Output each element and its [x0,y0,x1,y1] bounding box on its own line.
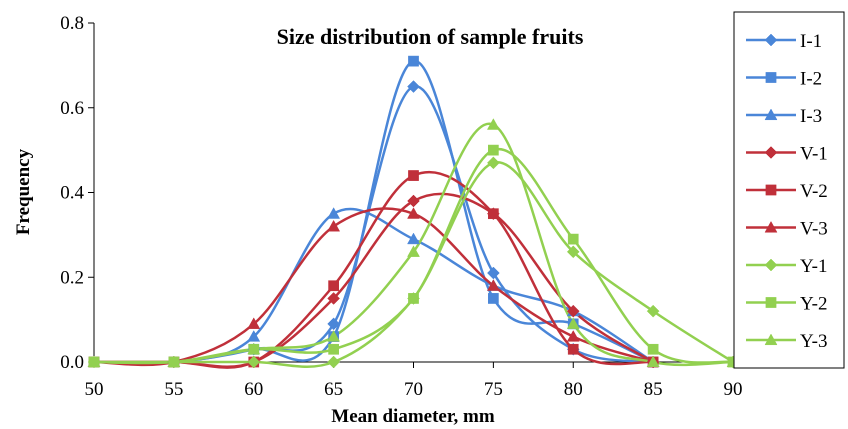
legend-swatch-marker [764,108,778,121]
legend-item-y-1: Y-1 [746,256,827,277]
legend-swatch-marker [764,333,778,346]
data-point-y-3 [167,355,181,368]
data-point-y-1 [327,355,340,369]
legend-item-i-2: I-2 [746,69,822,90]
data-point-y-3 [327,330,341,342]
series-lines [93,59,734,369]
legend-item-y-2: Y-2 [746,294,827,315]
y-tick-label: 0.6 [60,98,84,119]
legend-swatch-marker [764,220,778,233]
data-point-y-3 [407,245,420,257]
series-line-v-2 [93,170,654,369]
legend-item-v-1: V-1 [746,144,828,165]
x-tick-label: 80 [564,379,583,400]
legend-label: I-2 [800,69,822,90]
y-axis-label: Frequency [13,148,34,235]
legend-item-v-3: V-3 [746,219,828,240]
legend-label: V-2 [800,181,828,202]
data-point-y-2 [408,293,419,304]
legend-label: V-3 [800,219,828,240]
data-point-y-1 [646,304,660,318]
data-point-i-2 [488,293,499,304]
data-point-v-2 [567,343,579,355]
data-point-y-3 [566,317,580,329]
series-line-y-3 [93,122,734,367]
data-point-i-3 [407,232,420,245]
legend-item-v-2: V-2 [746,181,828,202]
data-point-v-2 [488,208,499,220]
data-point-y-2 [567,233,579,245]
data-point-i-3 [247,330,261,342]
data-point-v-1 [566,304,580,318]
legend-swatch-marker [764,146,778,159]
legend-item-i-1: I-1 [746,31,822,52]
data-point-y-3 [486,118,500,130]
data-point-v-2 [408,170,419,181]
chart-title: Size distribution of sample fruits [277,24,584,49]
legend-label: Y-3 [800,331,827,352]
data-point-y-3 [87,355,101,368]
data-point-y-3 [247,342,261,355]
data-point-v-1 [327,292,340,305]
data-point-i-1 [327,317,340,331]
data-point-i-1 [407,80,420,93]
plot-area: 0.0 0.2 0.4 0.6 0.8 50 55 60 65 70 75 80 85 90 [60,13,742,400]
data-point-y-3 [646,355,660,368]
data-point-i-3 [327,207,341,219]
data-point-v-3 [566,330,580,342]
y-tick-label: 0.8 [60,13,84,34]
data-point-i-1 [487,266,500,280]
legend: I-1 I-2 I-3 V-1 V-2 V-3 Y-1 Y-2 Y-3 [733,11,845,369]
data-point-v-3 [486,279,500,291]
legend-label: I-3 [800,106,822,127]
data-point-v-3 [327,219,341,232]
legend-swatch-marker [764,258,778,272]
data-point-v-3 [407,207,420,219]
data-point-y-2 [488,144,499,156]
legend-label: V-1 [800,144,828,165]
legend-label: I-1 [800,31,822,52]
data-point-v-3 [247,317,261,329]
legend-item-y-3: Y-3 [746,331,827,352]
x-tick-label: 50 [85,379,104,400]
legend-swatch-marker [765,72,777,83]
data-point-y-1 [247,355,261,369]
x-tick-label: 85 [644,379,663,400]
y-tick-label: 0.0 [60,352,84,373]
x-tick-label: 55 [164,379,183,400]
x-tick-label: 60 [244,379,263,400]
x-tick-label: 70 [404,379,423,400]
data-point-y-2 [647,343,659,355]
x-tick-label: 90 [724,379,743,400]
y-axis-ticks: 0.0 0.2 0.4 0.6 0.8 [60,13,94,373]
legend-label: Y-2 [800,294,827,315]
x-axis-label: Mean diameter, mm [331,406,495,427]
series-line-v-3 [93,207,654,367]
legend-item-i-3: I-3 [746,106,822,127]
legend-label: Y-1 [800,256,827,277]
data-point-y-1 [566,245,580,259]
y-tick-label: 0.2 [60,267,84,288]
legend-items: I-1 I-2 I-3 V-1 V-2 V-3 Y-1 Y-2 Y-3 [746,31,828,352]
legend-swatch-marker [764,33,778,47]
data-point-y-1 [487,156,500,170]
data-point-y-2 [328,343,339,355]
data-point-i-2 [408,55,419,67]
x-axis-ticks: 50 55 60 65 70 75 80 85 90 [85,362,743,400]
legend-swatch-marker [765,184,777,196]
series-line-y-1 [93,161,734,368]
series-markers [87,55,740,369]
legend-swatch-marker [765,297,777,308]
y-tick-label: 0.4 [60,183,84,204]
data-point-v-2 [328,280,339,292]
x-tick-label: 75 [484,379,503,400]
data-point-v-1 [407,194,420,208]
x-tick-label: 65 [324,379,343,400]
